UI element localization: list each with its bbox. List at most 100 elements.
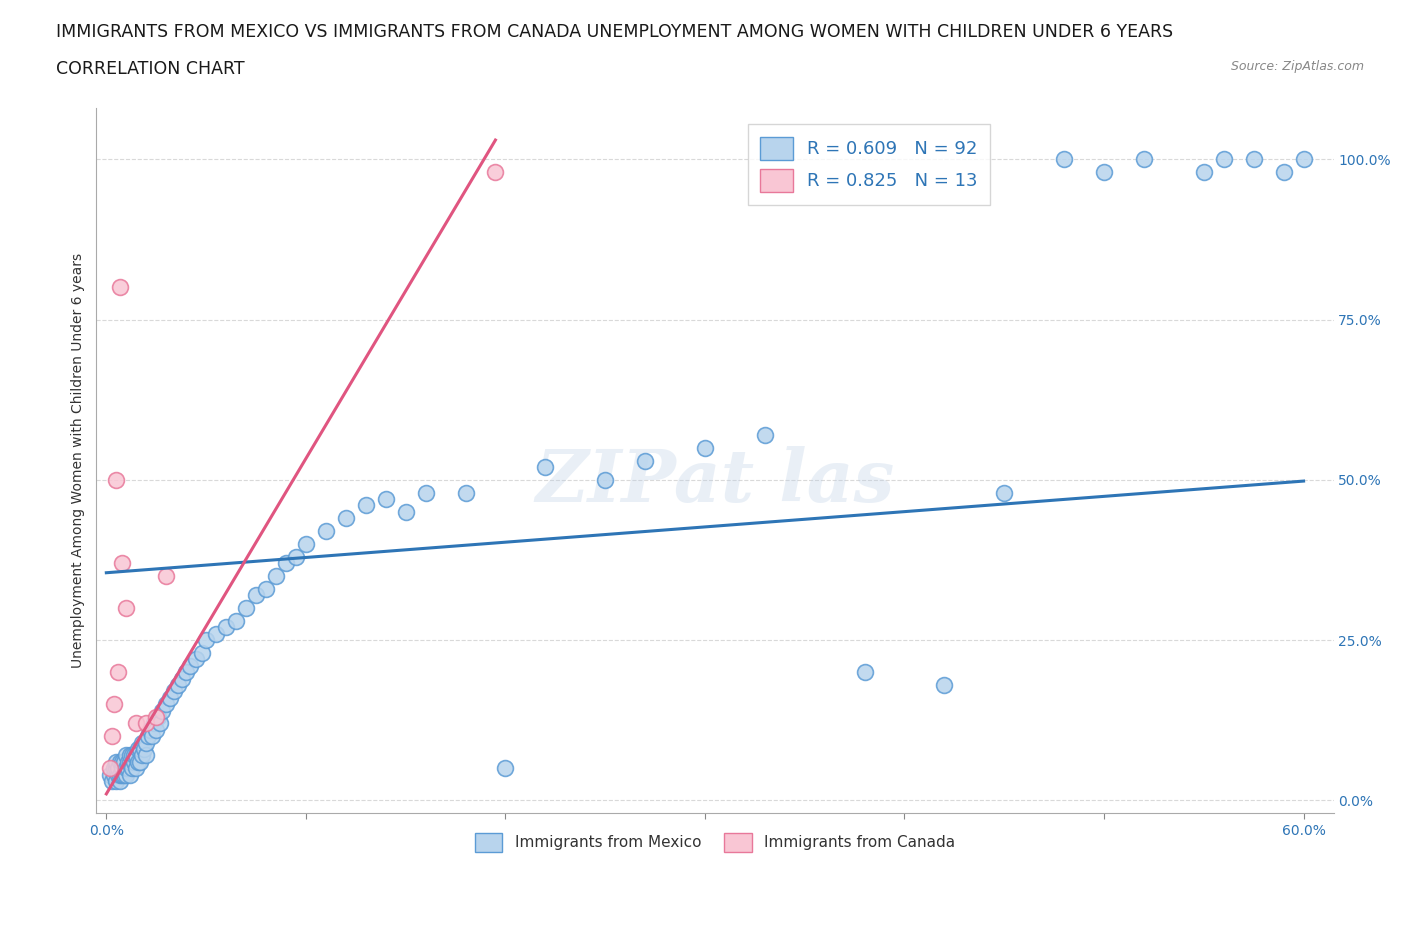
Point xyxy=(191,645,214,660)
Point xyxy=(315,524,337,538)
Point xyxy=(354,498,377,512)
Point xyxy=(264,568,287,583)
Point xyxy=(145,710,167,724)
Point xyxy=(107,665,129,680)
Point xyxy=(135,748,157,763)
Point xyxy=(139,723,162,737)
Point xyxy=(148,710,170,724)
Text: IMMIGRANTS FROM MEXICO VS IMMIGRANTS FROM CANADA UNEMPLOYMENT AMONG WOMEN WITH C: IMMIGRANTS FROM MEXICO VS IMMIGRANTS FRO… xyxy=(56,23,1174,41)
Point xyxy=(122,754,145,769)
Point xyxy=(125,716,148,731)
Point xyxy=(174,665,197,680)
Y-axis label: Unemployment Among Women with Children Under 6 years: Unemployment Among Women with Children U… xyxy=(72,253,86,668)
Point xyxy=(534,459,557,474)
Point xyxy=(105,761,128,776)
Point xyxy=(693,440,716,455)
Point xyxy=(1053,152,1076,166)
Point xyxy=(111,754,134,769)
Point xyxy=(134,741,156,756)
Point xyxy=(184,652,207,667)
Point xyxy=(105,774,128,789)
Point xyxy=(112,767,135,782)
Point xyxy=(634,453,657,468)
Point xyxy=(135,736,157,751)
Text: Source: ZipAtlas.com: Source: ZipAtlas.com xyxy=(1230,60,1364,73)
Point xyxy=(115,601,138,616)
Point xyxy=(284,550,307,565)
Point xyxy=(122,748,145,763)
Point xyxy=(98,761,121,776)
Point xyxy=(107,761,129,776)
Point xyxy=(121,761,143,776)
Point xyxy=(115,767,138,782)
Point xyxy=(494,761,516,776)
Point xyxy=(101,729,124,744)
Point xyxy=(853,665,876,680)
Point xyxy=(245,588,267,603)
Point xyxy=(167,677,190,692)
Point xyxy=(254,581,277,596)
Point xyxy=(415,485,437,500)
Point xyxy=(395,504,418,519)
Point xyxy=(110,754,132,769)
Point xyxy=(120,748,142,763)
Point xyxy=(115,748,138,763)
Point xyxy=(295,537,318,551)
Point xyxy=(172,671,194,686)
Point xyxy=(179,658,201,673)
Point xyxy=(129,741,152,756)
Point xyxy=(115,761,138,776)
Point xyxy=(103,767,125,782)
Point xyxy=(129,754,152,769)
Point xyxy=(117,754,139,769)
Point xyxy=(593,472,616,487)
Point xyxy=(335,511,357,525)
Point xyxy=(125,761,148,776)
Point xyxy=(117,761,139,776)
Point xyxy=(111,761,134,776)
Point xyxy=(120,767,142,782)
Point xyxy=(159,690,181,705)
Point xyxy=(1243,152,1265,166)
Point xyxy=(1272,165,1295,179)
Point xyxy=(105,754,128,769)
Point xyxy=(121,748,143,763)
Point xyxy=(155,568,177,583)
Point xyxy=(112,754,135,769)
Point xyxy=(454,485,477,500)
Point xyxy=(155,697,177,711)
Point xyxy=(101,774,124,789)
Text: ZIPat las: ZIPat las xyxy=(536,446,894,517)
Point xyxy=(195,632,218,647)
Point xyxy=(143,716,166,731)
Point xyxy=(110,774,132,789)
Point xyxy=(107,767,129,782)
Point xyxy=(150,703,173,718)
Point xyxy=(274,556,297,571)
Point xyxy=(1092,165,1115,179)
Point xyxy=(125,748,148,763)
Point xyxy=(111,556,134,571)
Point xyxy=(131,736,153,751)
Point xyxy=(103,761,125,776)
Point xyxy=(127,754,149,769)
Point xyxy=(131,748,153,763)
Point xyxy=(1292,152,1315,166)
Point xyxy=(145,723,167,737)
Point xyxy=(484,165,506,179)
Point xyxy=(235,601,257,616)
Point xyxy=(1133,152,1156,166)
Point xyxy=(993,485,1015,500)
Point xyxy=(754,428,776,443)
Legend: Immigrants from Mexico, Immigrants from Canada: Immigrants from Mexico, Immigrants from … xyxy=(468,827,962,858)
Point xyxy=(136,729,159,744)
Point xyxy=(205,626,228,641)
Point xyxy=(105,472,128,487)
Text: CORRELATION CHART: CORRELATION CHART xyxy=(56,60,245,78)
Point xyxy=(127,741,149,756)
Point xyxy=(120,754,142,769)
Point xyxy=(934,677,956,692)
Point xyxy=(1192,165,1215,179)
Point xyxy=(215,619,238,634)
Point xyxy=(1212,152,1234,166)
